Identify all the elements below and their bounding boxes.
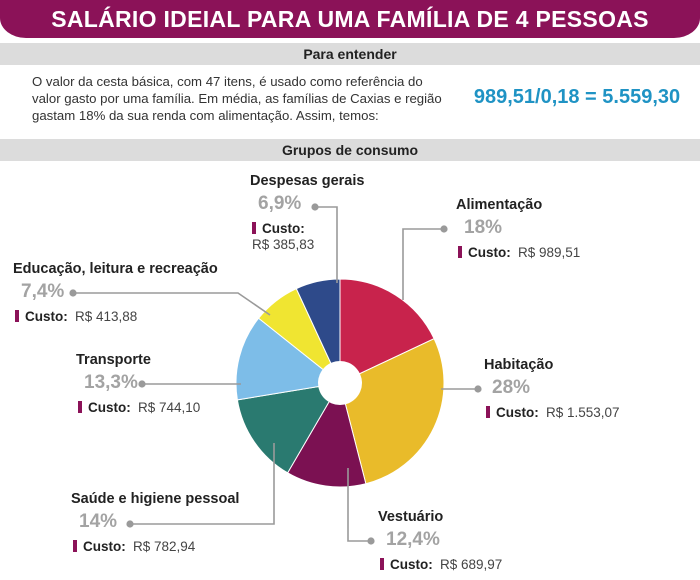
pie-slices [235,278,445,488]
pie-slice-transporte [235,317,342,401]
cost-value-vestuario: R$ 689,97 [440,557,502,572]
pie-slice-saude-e-higiene-pessoal [236,382,341,474]
cost-marker-educacao-leitura-e-recreacao [15,310,19,322]
page-title: SALÁRIO IDEIAL PARA UMA FAMÍLIA DE 4 PES… [51,5,649,32]
pie-slice-alimentacao [339,278,435,384]
cost-marker-saude-e-higiene-pessoal [73,540,77,552]
cost-key-despesas-gerais: Custo: [262,221,305,236]
slice-label-transporte: Transporte [76,352,151,368]
intro-section-header: Para entender [0,43,700,65]
slice-percent-educacao-leitura-e-recreacao: 7,4% [21,281,64,302]
leader-dot-habitacao [474,385,482,393]
leader-lines [69,203,482,545]
donut-hole [318,361,362,405]
pie-slice-habitacao [339,338,445,485]
cost-value-habitacao: R$ 1.553,07 [546,405,620,420]
cost-key-educacao-leitura-e-recreacao: Custo: [25,309,68,324]
cost-value-despesas-gerais: R$ 385,83 [252,237,314,252]
leader-line-saude-e-higiene-pessoal [130,443,275,525]
pie-slice-despesas-gerais [295,278,341,384]
leader-line-alimentacao [402,228,444,300]
cost-value-transporte: R$ 744,10 [138,400,200,415]
intro-section-title: Para entender [303,46,397,62]
slice-label-educacao-leitura-e-recreacao: Educação, leitura e recreação [13,261,218,277]
leader-dot-despesas-gerais [311,203,319,211]
slice-percent-saude-e-higiene-pessoal: 14% [79,511,117,532]
slice-percent-transporte: 13,3% [84,372,138,393]
cost-key-transporte: Custo: [88,400,131,415]
slice-label-despesas-gerais: Despesas gerais [250,173,364,189]
title-banner: SALÁRIO IDEIAL PARA UMA FAMÍLIA DE 4 PES… [0,0,700,38]
slice-label-vestuario: Vestuário [378,509,443,525]
cost-key-habitacao: Custo: [496,405,539,420]
salary-formula: 989,51/0,18 = 5.559,30 [473,86,681,108]
cost-value-educacao-leitura-e-recreacao: R$ 413,88 [75,309,137,324]
cost-value-alimentacao: R$ 989,51 [518,245,580,260]
cost-marker-despesas-gerais [252,222,256,234]
leader-dot-vestuario [367,537,375,545]
chart-section-title: Grupos de consumo [281,142,419,158]
cost-key-vestuario: Custo: [390,557,433,572]
leader-dot-saude-e-higiene-pessoal [126,520,134,528]
slice-percent-despesas-gerais: 6,9% [258,193,301,214]
slice-percent-vestuario: 12,4% [386,529,440,550]
cost-marker-transporte [78,401,82,413]
leader-line-educacao-leitura-e-recreacao [73,292,271,316]
cost-key-saude-e-higiene-pessoal: Custo: [83,539,126,554]
slice-label-alimentacao: Alimentação [456,197,542,213]
cost-marker-alimentacao [458,246,462,258]
leader-dot-transporte [138,380,146,388]
chart-section-header: Grupos de consumo [0,139,700,161]
cost-key-alimentacao: Custo: [468,245,511,260]
pie-slice-vestuario [286,381,367,488]
slice-percent-alimentacao: 18% [464,217,502,238]
leader-dot-educacao-leitura-e-recreacao [69,289,77,297]
cost-marker-vestuario [380,558,384,570]
cost-value-saude-e-higiene-pessoal: R$ 782,94 [133,539,196,554]
leader-line-vestuario [347,468,371,542]
intro-paragraph: O valor da cesta básica, com 47 itens, é… [32,74,442,123]
leader-dot-alimentacao [440,225,448,233]
slice-label-habitacao: Habitação [484,357,553,373]
slice-labels: Alimentação 18% Custo: R$ 989,51 Habitação 28… [13,173,620,572]
slice-percent-habitacao: 28% [492,377,530,398]
slice-label-saude-e-higiene-pessoal: Saúde e higiene pessoal [71,491,239,507]
cost-marker-habitacao [486,406,490,418]
leader-line-despesas-gerais [315,206,338,283]
